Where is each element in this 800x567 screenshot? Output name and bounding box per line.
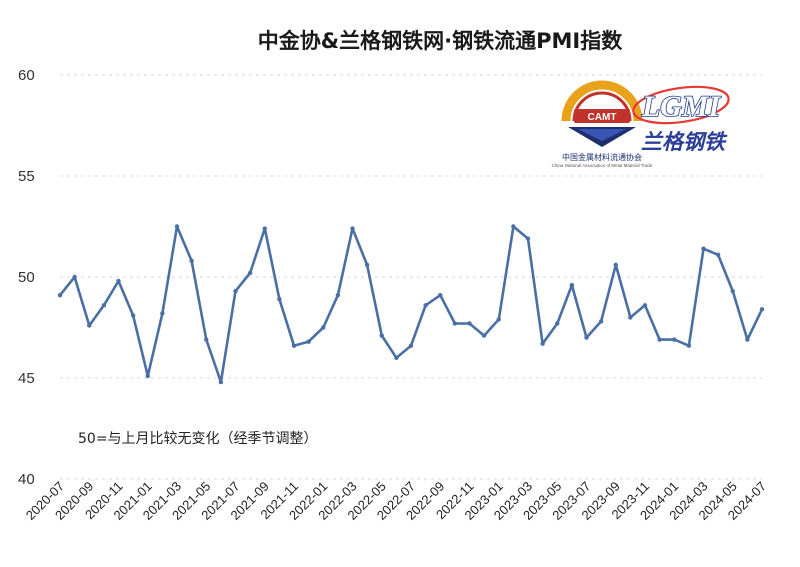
- chart-note: 50=与上月比较无变化（经季节调整）: [78, 431, 318, 447]
- data-point: [379, 333, 384, 338]
- data-point: [408, 343, 414, 348]
- data-point: [247, 270, 253, 276]
- data-point: [657, 337, 662, 342]
- series-points: [57, 224, 765, 385]
- gridlines: [60, 74, 762, 480]
- data-point: [116, 278, 121, 284]
- data-point: [452, 321, 458, 326]
- x-axis: 2020-072020-092020-112021-012021-032021-…: [23, 479, 769, 523]
- data-point: [423, 303, 428, 308]
- data-point: [730, 288, 735, 294]
- data-point: [467, 321, 472, 326]
- data-point: [321, 325, 326, 330]
- data-point: [306, 339, 311, 344]
- data-point: [262, 226, 267, 231]
- data-point: [233, 288, 238, 294]
- y-tick-label: 55: [18, 168, 35, 185]
- camt-name-en: China National Association of Metal Mate…: [552, 163, 653, 168]
- series-line: [58, 225, 764, 384]
- lgmi-logo: LGMI 兰格钢铁: [632, 85, 730, 154]
- y-axis: 40 45 50 55 60: [18, 67, 35, 488]
- data-point: [540, 341, 545, 346]
- camt-logo: CAMT 中国金属材料流通协会 China National Associati…: [552, 80, 653, 168]
- data-point: [701, 246, 706, 251]
- camt-name: 中国金属材料流通协会: [562, 152, 642, 162]
- data-point: [759, 307, 765, 312]
- lgmi-wordmark: LGMI: [641, 90, 722, 123]
- y-tick-label: 50: [18, 269, 35, 286]
- data-point: [364, 262, 370, 268]
- data-point: [598, 319, 604, 324]
- data-point: [481, 333, 487, 338]
- y-tick-label: 60: [18, 67, 35, 84]
- camt-emblem-icon: CAMT: [561, 80, 643, 147]
- data-point: [715, 252, 721, 257]
- data-point: [613, 262, 618, 268]
- data-point: [130, 313, 136, 318]
- data-point: [686, 343, 692, 348]
- data-point: [745, 337, 750, 342]
- data-point: [189, 258, 194, 264]
- data-point: [218, 379, 224, 385]
- y-tick-label: 40: [18, 471, 35, 488]
- data-point: [394, 355, 399, 360]
- data-point: [57, 292, 63, 298]
- data-point: [335, 292, 341, 298]
- data-point: [555, 321, 560, 326]
- data-point: [277, 297, 282, 302]
- data-point: [569, 282, 575, 288]
- data-point: [511, 224, 516, 229]
- data-point: [160, 311, 165, 316]
- data-point: [628, 315, 633, 320]
- data-point: [438, 292, 443, 298]
- y-tick-label: 45: [18, 370, 35, 387]
- camt-badge-text: CAMT: [588, 112, 617, 123]
- data-point: [350, 226, 355, 231]
- data-point: [174, 224, 180, 229]
- chart-title: 中金协&兰格钢铁网·钢铁流通PMI指数: [258, 29, 623, 53]
- data-point: [145, 373, 150, 379]
- data-point: [525, 236, 531, 241]
- lgmi-swoosh-icon: [632, 85, 730, 125]
- data-point: [87, 323, 92, 328]
- data-point: [496, 317, 501, 322]
- data-point: [72, 274, 77, 280]
- data-point: [672, 337, 677, 342]
- lgmi-name: 兰格钢铁: [641, 129, 728, 154]
- data-point: [642, 303, 648, 308]
- data-point: [584, 335, 589, 340]
- data-point: [291, 343, 297, 348]
- data-point: [101, 303, 107, 308]
- data-point: [204, 337, 209, 342]
